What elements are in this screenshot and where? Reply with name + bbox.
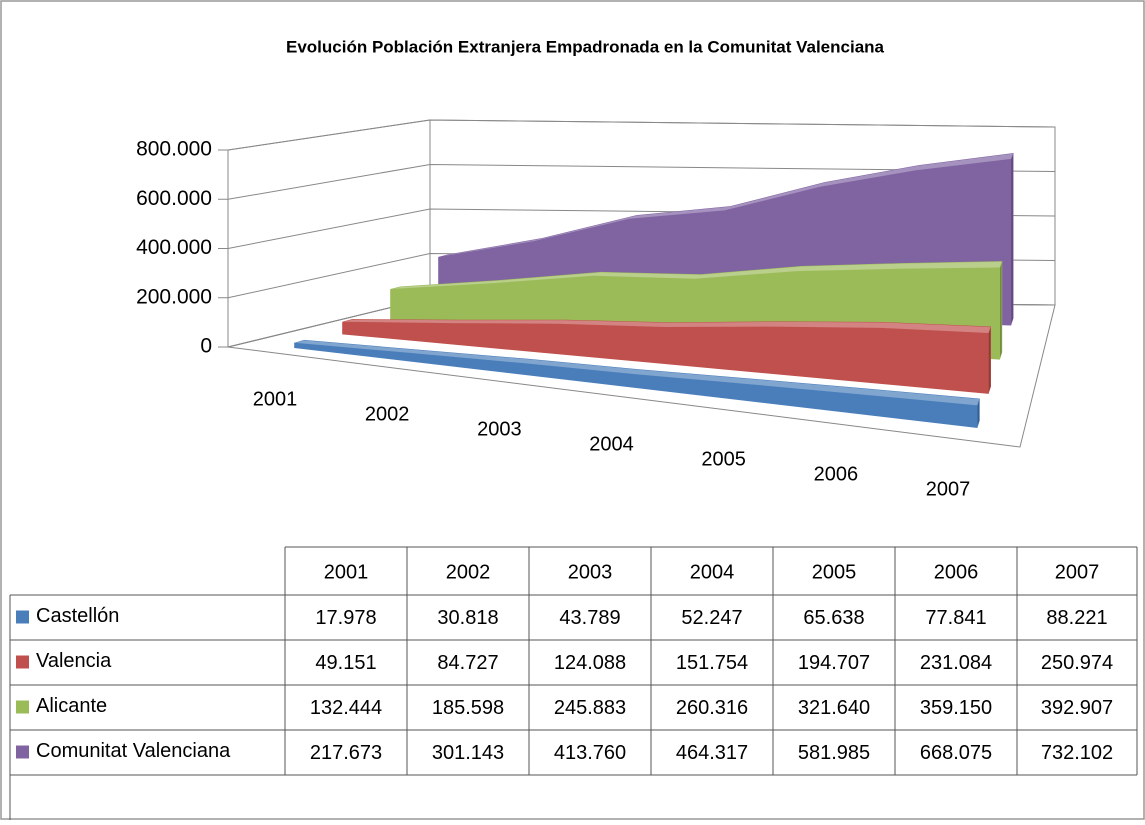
grid-line <box>227 119 1056 151</box>
grid-line <box>227 163 1056 200</box>
legend-swatch <box>16 610 29 624</box>
table-cell: 132.444 <box>310 697 382 719</box>
chart-title: Evolución Población Extranjera Empadrona… <box>286 37 885 56</box>
table-header: 2004 <box>690 561 735 583</box>
x-tick-label: 2003 <box>477 418 522 440</box>
y-tick-label: 0 <box>200 335 212 358</box>
table-cell: 413.760 <box>554 742 626 764</box>
legend-label: Castellón <box>36 605 119 627</box>
table-cell: 464.317 <box>676 742 748 764</box>
area <box>294 342 978 428</box>
table-cell: 151.754 <box>676 652 748 674</box>
legend-label: Comunitat Valenciana <box>36 740 231 762</box>
table-cell: 245.883 <box>554 697 626 719</box>
y-tick-label: 200.000 <box>136 285 212 308</box>
legend-swatch <box>16 700 29 714</box>
x-tick-label: 2001 <box>253 388 298 410</box>
table-cell: 43.789 <box>559 607 620 629</box>
table-cell: 185.598 <box>432 697 504 719</box>
table-cell: 392.907 <box>1041 697 1113 719</box>
table-cell: 77.841 <box>925 607 986 629</box>
table-cell: 359.150 <box>920 697 992 719</box>
ribbon-top-light <box>438 153 1013 258</box>
ribbon-top-light <box>390 261 1002 290</box>
ribbon-side-shade <box>999 261 1002 360</box>
table-header: 2007 <box>1055 561 1100 583</box>
table-cell: 49.151 <box>315 652 376 674</box>
legend-swatch <box>16 745 29 759</box>
y-tick-label: 600.000 <box>136 187 212 210</box>
table-cell: 124.088 <box>554 652 626 674</box>
table-cell: 321.640 <box>798 697 870 719</box>
x-tick-label: 2007 <box>926 478 971 500</box>
table-cell: 732.102 <box>1041 742 1113 764</box>
table-cell: 581.985 <box>798 742 870 764</box>
ribbon-side-shade <box>1010 153 1013 325</box>
table-header: 2006 <box>934 561 979 583</box>
ribbon-side-shade <box>988 327 991 394</box>
legend-label: Alicante <box>36 695 107 717</box>
x-tick-label: 2006 <box>814 463 859 485</box>
table-cell: 260.316 <box>676 697 748 719</box>
y-tick-label: 800.000 <box>136 138 212 161</box>
x-tick-label: 2005 <box>701 448 746 470</box>
table-cell: 301.143 <box>432 742 504 764</box>
table-header: 2002 <box>446 561 491 583</box>
table-header: 2001 <box>324 561 369 583</box>
table-cell: 194.707 <box>798 652 870 674</box>
table-header: 2005 <box>812 561 857 583</box>
area <box>342 321 989 394</box>
table-cell: 30.818 <box>437 607 498 629</box>
table-cell: 668.075 <box>920 742 992 764</box>
legend-swatch <box>16 655 29 669</box>
ribbon-top-light <box>342 319 991 334</box>
y-tick-label: 400.000 <box>136 236 212 259</box>
table-cell: 17.978 <box>315 607 376 629</box>
table-cell: 84.727 <box>437 652 498 674</box>
ribbon-side-shade <box>977 399 980 428</box>
table-cell: 88.221 <box>1046 607 1107 629</box>
x-tick-label: 2004 <box>589 433 634 455</box>
table-cell: 65.638 <box>803 607 864 629</box>
legend-label: Valencia <box>36 650 112 672</box>
table-header: 2003 <box>568 561 613 583</box>
x-tick-label: 2002 <box>365 403 410 425</box>
table-cell: 231.084 <box>920 652 992 674</box>
table-cell: 52.247 <box>681 607 742 629</box>
ribbon-top-light <box>294 340 980 406</box>
table-cell: 217.673 <box>310 742 382 764</box>
table-cell: 250.974 <box>1041 652 1113 674</box>
